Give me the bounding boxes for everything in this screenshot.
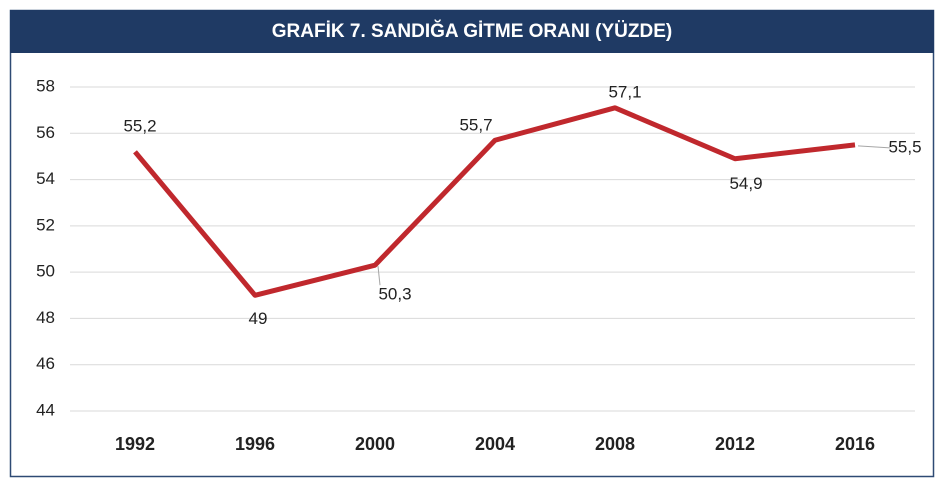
x-tick-label: 2000 — [355, 434, 395, 454]
x-tick-label: 2012 — [715, 434, 755, 454]
data-label: 54,9 — [729, 174, 762, 193]
data-label: 55,7 — [459, 116, 492, 135]
y-tick-label: 54 — [36, 169, 55, 188]
y-tick-label: 52 — [36, 215, 55, 234]
x-tick-label: 1996 — [235, 434, 275, 454]
data-label: 55,5 — [888, 137, 921, 156]
x-tick-label: 2016 — [835, 434, 875, 454]
chart-title: GRAFİK 7. SANDIĞA GİTME ORANI (YÜZDE) — [272, 20, 672, 42]
data-label: 57,1 — [608, 82, 641, 101]
title-banner — [10, 10, 934, 53]
data-label: 49 — [249, 309, 268, 328]
y-tick-label: 50 — [36, 262, 55, 281]
y-tick-label: 56 — [36, 123, 55, 142]
data-label: 55,2 — [123, 116, 156, 135]
y-tick-label: 48 — [36, 308, 55, 327]
data-label: 50,3 — [378, 285, 411, 304]
data-line — [133, 105, 856, 298]
x-tick-label: 2008 — [595, 434, 635, 454]
leader-line — [377, 266, 381, 286]
y-tick-label: 46 — [36, 354, 55, 373]
x-tick-label: 1992 — [115, 434, 155, 454]
x-tick-label: 2004 — [475, 434, 515, 454]
y-tick-label: 44 — [36, 400, 55, 419]
y-tick-label: 58 — [36, 76, 55, 95]
leader-line — [857, 145, 891, 149]
chart-frame — [9, 9, 935, 478]
